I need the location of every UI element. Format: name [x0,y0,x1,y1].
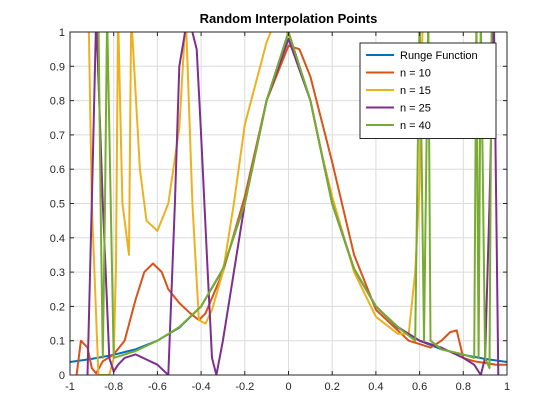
legend-label-2: n = 15 [400,85,431,97]
x-tick-label: -0.4 [192,381,211,393]
y-tick-label: 0.7 [50,130,65,142]
legend-label-1: n = 10 [400,68,431,80]
x-tick-label: 0 [285,381,291,393]
x-tick-label: 1 [504,381,510,393]
y-tick-label: 0.5 [50,199,65,211]
y-tick-label: 0.4 [50,233,65,245]
x-tick-label: 0.8 [456,381,471,393]
y-tick-label: 1 [59,27,65,39]
series-line-3 [86,32,500,375]
legend-label-3: n = 25 [400,103,431,115]
x-tick-label: -0.8 [104,381,123,393]
y-tick-label: 0.8 [50,96,65,108]
legend-label-0: Runge Function [400,50,478,62]
series-line-2 [87,32,424,375]
x-tick-label: 0.2 [325,381,340,393]
legend-label-4: n = 40 [400,120,431,132]
series-line-4 [97,32,493,370]
chart-title: Random Interpolation Points [200,11,378,26]
grid-lines [70,32,507,375]
y-tick-label: 0.3 [50,267,65,279]
axis-ticks: -1 -0.8 -0.6 -0.4 -0.2 0 0.2 0.4 0.6 0.8 1 0 0.1 0.2 0… [50,27,510,393]
y-tick-label: 0.1 [50,336,65,348]
legend: Runge Function n = 10 n = 15 n = 25 n = 40 [359,42,497,139]
y-tick-label: 0 [59,370,65,382]
y-tick-label: 0.9 [50,61,65,73]
y-tick-label: 0.2 [50,301,65,313]
x-tick-label: -0.2 [235,381,254,393]
x-tick-label: 0.4 [368,381,383,393]
x-tick-label: -1 [65,381,75,393]
x-tick-label: 0.6 [412,381,427,393]
y-tick-label: 0.6 [50,164,65,176]
x-tick-label: -0.6 [148,381,167,393]
data-series [70,32,507,375]
